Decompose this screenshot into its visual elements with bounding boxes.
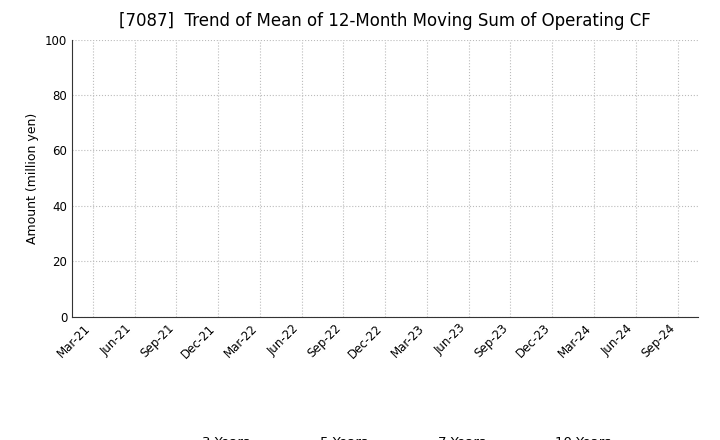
Title: [7087]  Trend of Mean of 12-Month Moving Sum of Operating CF: [7087] Trend of Mean of 12-Month Moving … xyxy=(120,12,651,30)
Legend: 3 Years, 5 Years, 7 Years, 10 Years: 3 Years, 5 Years, 7 Years, 10 Years xyxy=(153,431,617,440)
Y-axis label: Amount (million yen): Amount (million yen) xyxy=(27,113,40,244)
